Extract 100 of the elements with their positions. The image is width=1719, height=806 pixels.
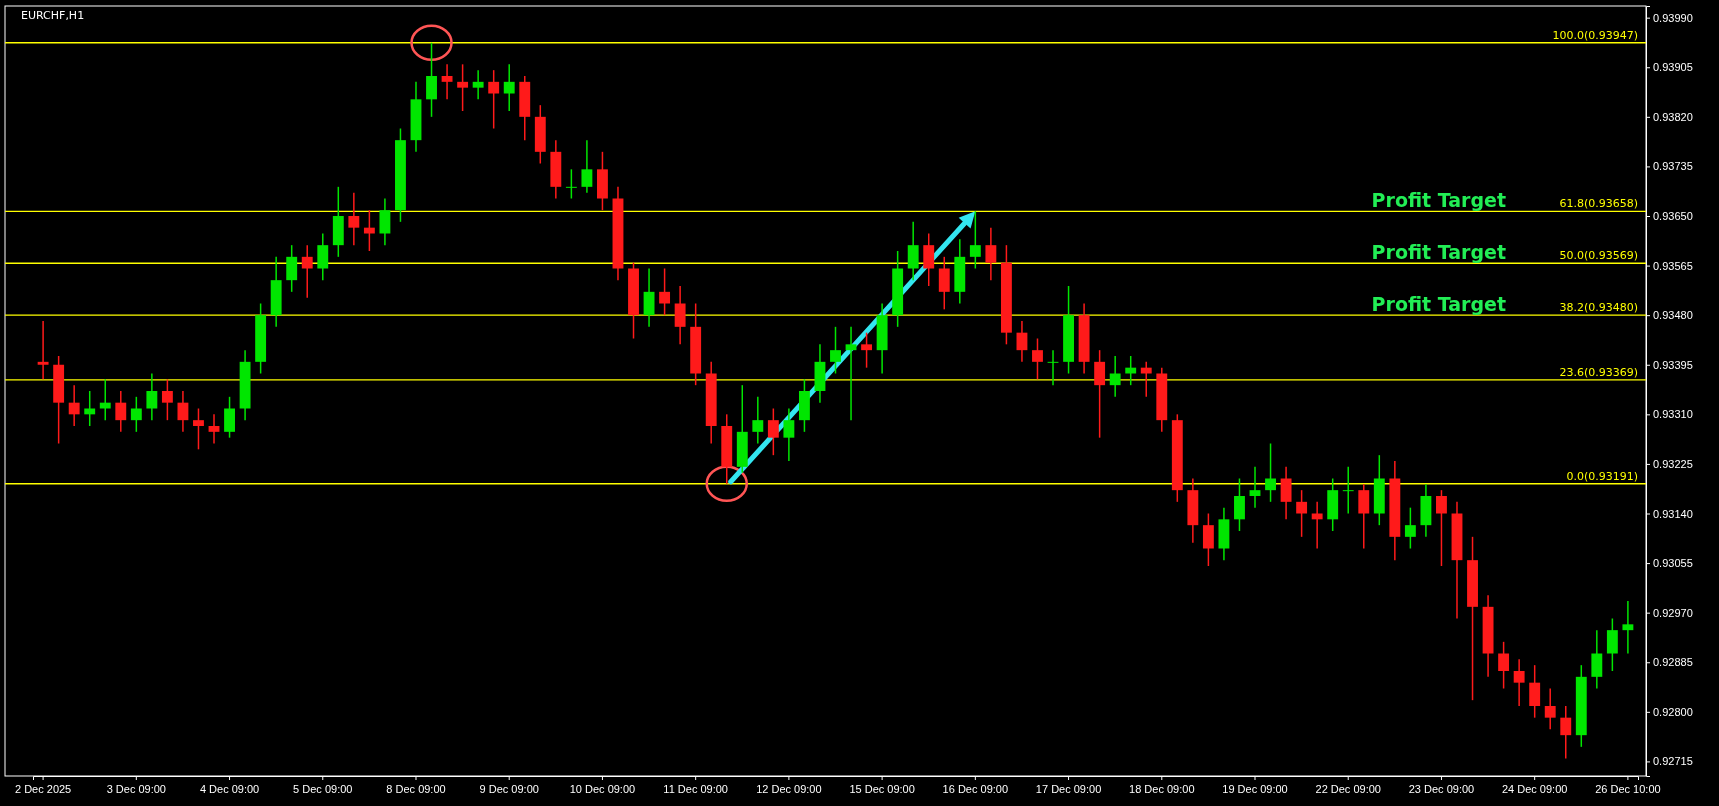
x-tick-label: 5 Dec 09:00 bbox=[293, 782, 353, 795]
y-tick-label: 0.93395 bbox=[1653, 358, 1693, 371]
x-tick-label: 26 Dec 10:00 bbox=[1595, 782, 1661, 795]
candlestick bbox=[1296, 489, 1308, 538]
chart-title: EURCHF,H1 bbox=[21, 9, 85, 22]
candlestick bbox=[1047, 349, 1059, 386]
candlestick bbox=[1140, 361, 1152, 398]
y-tick-label: 0.92715 bbox=[1653, 755, 1693, 768]
candlestick bbox=[1591, 629, 1603, 690]
y-tick-label: 0.92885 bbox=[1653, 656, 1693, 669]
annotation: Profit Target bbox=[1371, 293, 1506, 316]
ref-line-label: 0.0(0.93191) bbox=[1566, 469, 1638, 483]
x-tick-label: 17 Dec 09:00 bbox=[1035, 782, 1102, 795]
candlestick bbox=[1436, 489, 1447, 567]
candlestick bbox=[1529, 664, 1541, 719]
candlestick bbox=[115, 390, 127, 433]
ref-line-label: 100.0(0.93947) bbox=[1552, 28, 1638, 42]
candlestick bbox=[193, 407, 204, 451]
candlestick bbox=[146, 372, 158, 421]
candlestick bbox=[1404, 506, 1416, 550]
candlestick bbox=[177, 390, 189, 433]
candlestick bbox=[1032, 337, 1043, 381]
candlestick bbox=[1358, 483, 1370, 550]
x-tick-label: 8 Dec 09:00 bbox=[386, 782, 446, 795]
candlestick bbox=[37, 320, 49, 381]
candlestick bbox=[1606, 617, 1618, 672]
candlestick bbox=[938, 256, 950, 311]
candlestick bbox=[379, 197, 391, 246]
x-tick-label: 10 Dec 09:00 bbox=[569, 782, 636, 795]
candlestick bbox=[1234, 477, 1245, 532]
candlestick bbox=[68, 384, 80, 427]
ref-line-label: 23.6(0.93369) bbox=[1559, 365, 1638, 379]
y-tick-label: 0.92970 bbox=[1653, 606, 1693, 619]
candlestick bbox=[659, 267, 671, 316]
candlestick bbox=[503, 63, 515, 112]
candlestick bbox=[830, 326, 841, 375]
candlestick bbox=[472, 69, 484, 101]
x-tick-label: 23 Dec 09:00 bbox=[1408, 782, 1475, 795]
candlestick bbox=[1622, 600, 1634, 655]
candlestick bbox=[1265, 442, 1276, 503]
candlestick bbox=[224, 396, 235, 439]
candlestick bbox=[426, 42, 437, 118]
candlestick bbox=[363, 209, 375, 252]
candlestick bbox=[1094, 349, 1106, 439]
x-tick-label: 19 Dec 09:00 bbox=[1222, 782, 1288, 795]
candlestick bbox=[907, 221, 919, 281]
candlestick bbox=[1202, 512, 1214, 567]
x-tick-label: 24 Dec 09:00 bbox=[1501, 782, 1568, 795]
y-tick-label: 0.93225 bbox=[1653, 457, 1693, 470]
candlestick bbox=[317, 232, 329, 281]
y-tick-label: 0.93140 bbox=[1653, 507, 1693, 520]
ref-line-label: 50.0(0.93569) bbox=[1559, 249, 1638, 263]
ref-line-label: 38.2(0.93480) bbox=[1559, 301, 1638, 315]
candlestick bbox=[99, 378, 111, 421]
candlestick bbox=[767, 407, 779, 456]
y-tick-label: 0.93905 bbox=[1653, 61, 1693, 74]
y-tick-label: 0.93650 bbox=[1653, 210, 1693, 223]
candlestick bbox=[985, 226, 997, 281]
ref-line-label: 61.8(0.93658) bbox=[1559, 197, 1638, 211]
candlestick bbox=[441, 63, 453, 101]
candlestick bbox=[783, 407, 795, 462]
candlestick bbox=[581, 139, 593, 194]
candlestick bbox=[286, 244, 298, 293]
candlestick bbox=[1342, 466, 1354, 515]
candlestick bbox=[488, 69, 500, 130]
candlestick bbox=[1109, 355, 1121, 398]
x-tick-label: 12 Dec 09:00 bbox=[756, 782, 822, 795]
candlestick bbox=[130, 396, 142, 433]
candlestick bbox=[1544, 687, 1556, 731]
y-tick-label: 0.93990 bbox=[1653, 11, 1693, 24]
candlestick bbox=[1280, 466, 1292, 521]
annotation: Profit Target bbox=[1371, 241, 1506, 264]
x-tick-label: 11 Dec 09:00 bbox=[663, 782, 728, 795]
candlestick bbox=[1513, 658, 1525, 707]
candlestick bbox=[845, 326, 857, 421]
candlestick bbox=[208, 413, 220, 445]
candlestick bbox=[861, 331, 873, 369]
x-tick-label: 4 Dec 09:00 bbox=[199, 782, 260, 795]
candlestick bbox=[1560, 705, 1572, 760]
candlestick bbox=[457, 63, 469, 112]
x-tick-label: 9 Dec 09:00 bbox=[479, 782, 539, 795]
y-tick-label: 0.93565 bbox=[1653, 259, 1693, 272]
candlestick bbox=[301, 244, 313, 299]
y-tick-label: 0.93735 bbox=[1653, 160, 1693, 173]
candlestick bbox=[969, 210, 981, 270]
y-tick-label: 0.93480 bbox=[1653, 309, 1693, 322]
x-tick-label: 16 Dec 09:00 bbox=[942, 782, 1009, 795]
y-tick-label: 0.93055 bbox=[1653, 557, 1693, 570]
candlestick bbox=[1249, 466, 1261, 509]
y-tick-label: 0.93310 bbox=[1653, 408, 1693, 421]
candlestick bbox=[1125, 355, 1137, 386]
candlestick bbox=[674, 285, 686, 346]
x-tick-label: 3 Dec 09:00 bbox=[106, 782, 166, 795]
candlestick bbox=[565, 168, 577, 200]
candlestick bbox=[752, 396, 764, 445]
candlestick bbox=[348, 191, 360, 246]
y-tick-label: 0.93820 bbox=[1653, 110, 1693, 123]
candlestick bbox=[1498, 641, 1510, 690]
candlestick bbox=[643, 267, 655, 328]
annotation: Profit Target bbox=[1371, 189, 1506, 212]
